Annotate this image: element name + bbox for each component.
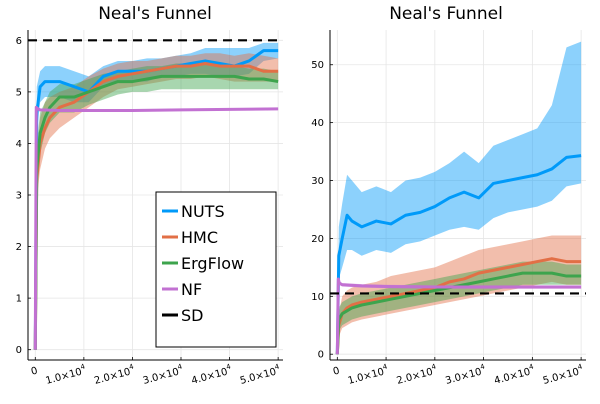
- y-tick-label: 2: [16, 242, 22, 253]
- series-line-hmc: [33, 62, 279, 350]
- x-tick-exponent: 4: [80, 362, 87, 371]
- x-tick-label: 5.0×104: [238, 362, 282, 386]
- legend: NUTS HMC ErgFlow NF SD: [155, 191, 277, 348]
- x-tick-label: 3.0×104: [141, 362, 185, 386]
- legend-label: NF: [181, 280, 202, 299]
- x-tick-exponent: 4: [577, 362, 584, 371]
- y-tick-label: 5: [16, 87, 22, 98]
- chart-title: Neal's Funnel: [98, 4, 212, 24]
- legend-label: NUTS: [181, 202, 225, 221]
- chart-panel-2: Neal's Funnel 0 10 20 30 40 50 0 1.0×104 2.0×104 3…: [311, 4, 586, 387]
- band-nuts: [337, 41, 582, 355]
- y-tick-label: 20: [311, 234, 324, 245]
- x-tick-exponent: 4: [128, 362, 135, 371]
- x-tick-exponent: 4: [177, 362, 184, 371]
- y-tick-label: 30: [311, 176, 324, 187]
- chart-panel-1: Neal's Funnel 0 1 2 3 4 5 6 0 1.0×104 2.0×104 3.0×1…: [16, 4, 283, 387]
- y-tick-label: 4: [16, 139, 22, 150]
- band-nuts: [35, 42, 279, 350]
- series-line-ergflow: [335, 271, 582, 355]
- y-tick-label: 10: [311, 292, 324, 303]
- y-tick-label: 3: [16, 191, 22, 202]
- legend-label: HMC: [181, 228, 218, 247]
- x-tick-exponent: 4: [528, 362, 535, 371]
- x-tick-label: 4.0×104: [492, 362, 536, 386]
- x-tick-exponent: 4: [431, 362, 438, 371]
- x-tick-label: 4.0×104: [190, 362, 234, 386]
- legend-label: ErgFlow: [181, 254, 244, 273]
- legend-label: SD: [181, 306, 203, 325]
- series-line-ergflow: [33, 74, 279, 350]
- series-line-nf: [335, 277, 582, 355]
- y-tick-label: 0: [16, 345, 22, 356]
- x-tick-exponent: 4: [479, 362, 486, 371]
- plot-area: [28, 39, 283, 350]
- x-tick-label: 2.0×104: [92, 362, 136, 386]
- x-tick-label: 0: [332, 365, 341, 377]
- series-line-nf: [33, 105, 279, 350]
- y-tick-label: 50: [311, 60, 324, 71]
- y-tick-label: 40: [311, 118, 324, 129]
- x-tick-exponent: 4: [225, 362, 232, 371]
- y-tick-label: 0: [318, 350, 324, 361]
- y-tick-label: 6: [16, 36, 22, 47]
- x-tick-label: 5.0×104: [541, 362, 585, 386]
- x-tick-label: 1.0×104: [346, 362, 390, 386]
- legend-box: [155, 191, 277, 348]
- x-tick-label: 2.0×104: [395, 362, 439, 386]
- x-tick-exponent: 4: [382, 362, 389, 371]
- plot-area: [330, 41, 586, 355]
- chart-title: Neal's Funnel: [389, 4, 503, 24]
- x-tick-label: 1.0×104: [44, 362, 88, 386]
- x-tick-exponent: 4: [274, 362, 281, 371]
- band-nf: [337, 276, 582, 355]
- band-ergflow: [337, 261, 582, 355]
- band-ergflow: [35, 63, 279, 350]
- y-tick-label: 1: [16, 294, 22, 305]
- x-tick-label: 0: [30, 365, 39, 377]
- x-tick-label: 3.0×104: [444, 362, 488, 386]
- series-line-nuts: [335, 154, 582, 355]
